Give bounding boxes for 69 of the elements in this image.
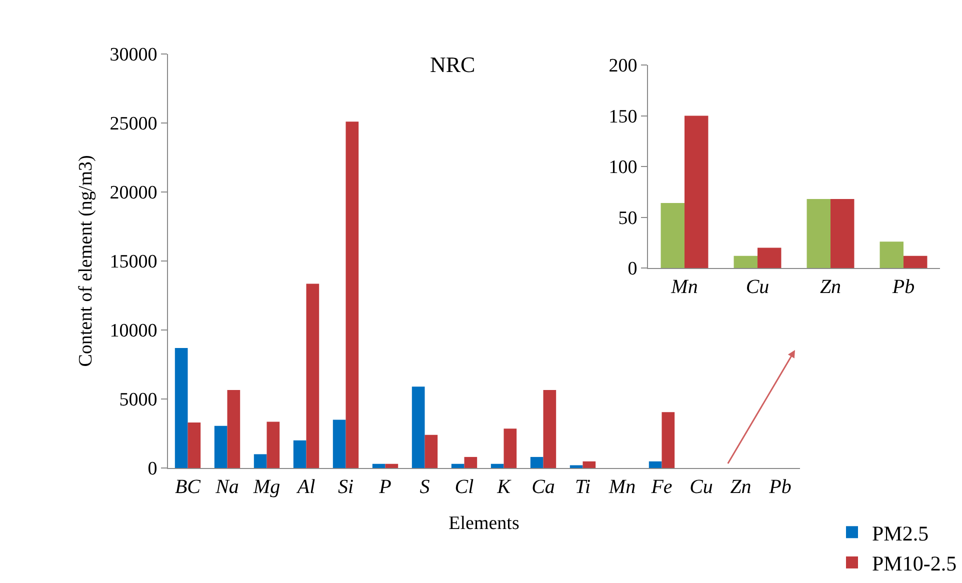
bar [543, 390, 556, 468]
x-tick-label: Mg [252, 476, 280, 498]
y-tick-label: 0 [628, 258, 638, 280]
x-tick-label: S [420, 476, 430, 498]
x-tick-label: Mn [670, 276, 698, 298]
x-tick-label: Zn [820, 276, 842, 298]
y-tick-label: 50 [618, 208, 638, 229]
x-tick-label: Cu [746, 276, 770, 298]
bar [662, 412, 675, 468]
x-tick-label: P [378, 476, 392, 498]
bar [648, 461, 662, 468]
bar [372, 464, 386, 468]
bar [758, 248, 782, 268]
chart-title: NRC [430, 52, 476, 77]
bar [188, 422, 201, 468]
bar [570, 465, 583, 468]
bar [530, 456, 544, 468]
x-tick-label: Si [338, 476, 354, 498]
x-tick-label: K [496, 476, 512, 498]
bar [266, 422, 280, 468]
x-tick-label: Ca [532, 476, 555, 498]
y-tick-label: 0 [148, 458, 158, 480]
y-tick-label: 150 [608, 106, 638, 128]
x-tick-label: Al [295, 476, 316, 498]
y-tick-label: 10000 [110, 320, 158, 342]
y-tick-label: 200 [608, 56, 638, 77]
y-tick-label: 5000 [119, 390, 158, 411]
bar [385, 464, 398, 468]
bar [684, 116, 708, 268]
x-tick-label: Pb [768, 476, 792, 498]
bar [214, 426, 228, 468]
x-tick-label: Mn [608, 476, 636, 498]
x-tick-label: Pb [891, 276, 915, 298]
bar [451, 464, 464, 468]
legend-label: PM10-2.5 [872, 552, 957, 576]
x-tick-label: BC [174, 476, 202, 498]
bar [464, 456, 478, 468]
bar [830, 198, 854, 268]
y-tick-label: 20000 [110, 182, 158, 204]
bar [227, 390, 240, 468]
bar [734, 256, 758, 268]
bar [254, 454, 267, 468]
y-axis-title: Content of element (ng/m3) [76, 155, 97, 367]
bar [660, 203, 684, 268]
y-tick-label: 15000 [110, 252, 158, 273]
bar [806, 198, 830, 268]
bar [424, 434, 438, 468]
x-tick-label: Zn [730, 476, 752, 498]
bar [504, 428, 517, 468]
bar [293, 440, 306, 468]
bar [306, 284, 320, 468]
y-tick-label: 30000 [110, 44, 158, 66]
x-tick-label: Cl [454, 476, 474, 498]
x-tick-label: Na [214, 476, 239, 498]
bar [582, 461, 596, 468]
x-tick-label: Cu [690, 476, 713, 498]
legend-label: PM2.5 [872, 521, 929, 546]
bar [174, 348, 188, 468]
bar [332, 420, 346, 468]
x-tick-label: Ti [574, 476, 591, 498]
y-tick-label: 100 [608, 157, 638, 178]
y-tick-label: 25000 [110, 114, 158, 135]
x-axis-title: Elements [448, 512, 520, 534]
bar [346, 122, 359, 468]
x-tick-label: Fe [650, 476, 672, 498]
bar [412, 386, 425, 468]
bar [904, 256, 928, 268]
bar [880, 242, 904, 268]
bar [490, 464, 504, 468]
